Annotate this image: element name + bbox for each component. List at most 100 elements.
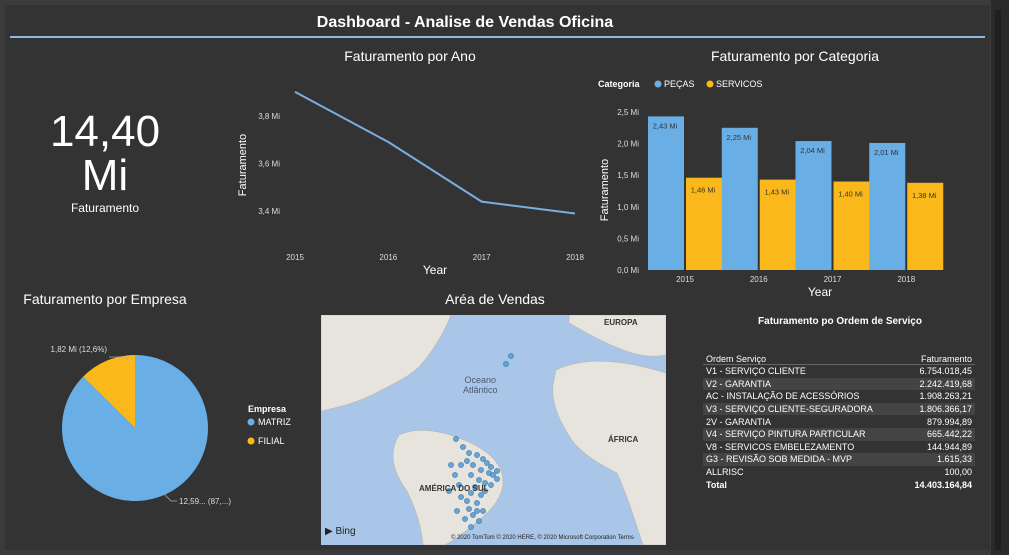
x-tick-label: 2017: [824, 275, 842, 284]
kpi-card[interactable]: 14,40 Mi: [35, 110, 175, 198]
land-africa: [552, 360, 666, 545]
map-point: [468, 524, 474, 530]
map-point: [458, 462, 464, 468]
bar-data-label: 2,04 Mi: [800, 146, 825, 155]
map-point: [458, 494, 464, 500]
table-row[interactable]: V3 - SERVIÇO CLIENTE-SEGURADORA 1.806.366…: [703, 402, 975, 416]
table-row[interactable]: V2 - GARANTIA 2.242.419,68: [703, 377, 975, 391]
kpi-unit: Mi: [81, 151, 129, 200]
x-tick-label: 2018: [897, 275, 915, 284]
os-total-value: 14.403.164,84: [914, 479, 972, 490]
x-tick-label: 2016: [379, 253, 397, 262]
bar: [869, 142, 906, 270]
map-point: [482, 480, 488, 486]
map-point: [474, 508, 480, 514]
table-row[interactable]: V4 - SERVIÇO PINTURA PARTICULAR 665.442,2…: [703, 427, 975, 441]
map-terms-link[interactable]: Terms: [617, 535, 634, 541]
map-title: Aréa de Vendas: [445, 291, 545, 307]
y-tick-label: 2,5 Mi: [617, 108, 639, 117]
map-label-europe: EUROPA: [604, 318, 638, 327]
y-tick-label: 1,5 Mi: [617, 171, 639, 180]
pie-slice: [61, 355, 208, 501]
company-pie-chart[interactable]: 1,82 Mi (12,6%) 12,59... (87,...) Empresa M…: [15, 335, 315, 515]
map-point: [480, 508, 486, 514]
bar-data-label: 2,25 Mi: [726, 133, 751, 142]
os-table-title: Faturamento po Ordem de Serviço: [758, 316, 922, 327]
map-point: [464, 458, 470, 464]
map-point: [462, 516, 468, 522]
os-table[interactable]: Ordem Serviço Faturamento V1 - SERVIÇO C…: [703, 344, 975, 491]
col-header-faturamento[interactable]: Faturamento: [901, 344, 975, 365]
map-point: [508, 353, 514, 359]
map-point: [480, 456, 486, 462]
year-line-chart[interactable]: 3,4 Mi 3,6 Mi 3,8 Mi 2015 2016 2017 2018 Year Fa…: [230, 70, 595, 285]
map-point: [494, 476, 500, 482]
os-cell-name: AC - INSTALAÇÃO DE ACESSÓRIOS: [706, 391, 860, 402]
right-scrollbar[interactable]: [991, 0, 1009, 555]
x-tick-label: 2016: [750, 275, 768, 284]
x-tick-label: 2015: [676, 275, 694, 284]
pie-slice: [83, 355, 135, 428]
bing-logo: ▶ Bing: [325, 526, 356, 537]
map-point: [484, 460, 490, 466]
bar: [907, 182, 944, 270]
map-point: [474, 500, 480, 506]
y-tick-label: 3,8 Mi: [258, 112, 280, 121]
y-tick-label: 0,0 Mi: [617, 266, 639, 275]
dashboard-title: Dashboard - Analise de Vendas Oficina: [316, 14, 614, 31]
os-cell-value: 100,00: [944, 467, 972, 478]
map-label-ocean-line2: Atlântico: [463, 385, 498, 395]
scrollbar-track[interactable]: [995, 10, 1001, 550]
bar-data-label: 1,38 Mi: [912, 191, 937, 200]
table-row[interactable]: ALLRISC 100,00: [703, 466, 975, 479]
table-row[interactable]: V1 - SERVIÇO CLIENTE 6.754.018,45: [703, 365, 975, 378]
table-row[interactable]: AC - INSTALAÇÃO DE ACESSÓRIOS 1.908.263,2…: [703, 390, 975, 403]
os-cell-value: 1.615,33: [901, 453, 975, 466]
map-label-ocean: Oceano Atlântico: [463, 375, 498, 395]
map-point: [478, 492, 484, 498]
y-tick-label: 2,0 Mi: [617, 140, 639, 149]
map-point: [470, 512, 476, 518]
col-header-ordem[interactable]: Ordem Serviço: [703, 344, 902, 365]
table-row[interactable]: 2V - GARANTIA 879.994,89: [703, 415, 975, 428]
land-europe: [568, 315, 666, 357]
os-cell-value: 144.944,89: [926, 441, 972, 452]
y-tick-label: 1,0 Mi: [617, 203, 639, 212]
map-label-south-america: AMÉRICA DO SUL: [419, 484, 489, 493]
os-cell-value: 879.994,89: [926, 416, 972, 427]
kpi-value: 14,40: [49, 107, 161, 156]
map-point: [488, 482, 494, 488]
company-chart-title: Faturamento por Empresa: [23, 291, 187, 307]
map-point: [482, 488, 488, 494]
bar: [686, 177, 722, 270]
attribution-text: © 2020 TomTom © 2020 HERE, © 2020 Micros…: [451, 535, 616, 541]
category-bar-chart[interactable]: Categoria PEÇAS SERVICOS 0,0 Mi 0,5 Mi 1,0 Mi…: [590, 70, 990, 305]
os-total-label: Total: [706, 479, 727, 490]
slice-label: 12,59... (87,...): [179, 497, 231, 506]
os-table-header-row: Ordem Serviço Faturamento: [703, 344, 975, 365]
os-cell-name: ALLRISC: [706, 467, 744, 478]
map-point: [460, 444, 466, 450]
y-axis-title: Faturamento: [237, 134, 249, 196]
os-cell-value: 1.806.366,17: [901, 402, 975, 416]
bar-data-label: 1,43 Mi: [764, 188, 789, 197]
sales-map[interactable]: EUROPA Oceano Atlântico ÁFRICA AMÉRICA D…: [321, 315, 666, 545]
table-total-row: Total 14.403.164,84: [703, 478, 975, 491]
legend-label: MATRIZ: [258, 417, 291, 427]
os-cell-value: 6.754.018,45: [919, 366, 972, 377]
slice-label: 1,82 Mi (12,6%): [51, 345, 108, 354]
x-tick-label: 2018: [566, 253, 584, 262]
map-point: [470, 462, 476, 468]
legend-dot: [706, 80, 714, 88]
legend-dot: [247, 418, 255, 426]
y-tick-label: 0,5 Mi: [617, 234, 639, 243]
map-dots: [446, 353, 514, 530]
map-canvas[interactable]: [321, 315, 666, 545]
map-point: [472, 484, 478, 490]
bar: [833, 181, 870, 270]
table-row[interactable]: V8 - SERVICOS EMBELEZAMENTO 144.944,89: [703, 441, 975, 454]
table-row[interactable]: G3 - REVISÃO SOB MEDIDA - MVP 1.615,33: [703, 453, 975, 466]
map-label-africa: ÁFRICA: [608, 435, 639, 444]
map-point: [468, 490, 474, 496]
map-point: [464, 498, 470, 504]
